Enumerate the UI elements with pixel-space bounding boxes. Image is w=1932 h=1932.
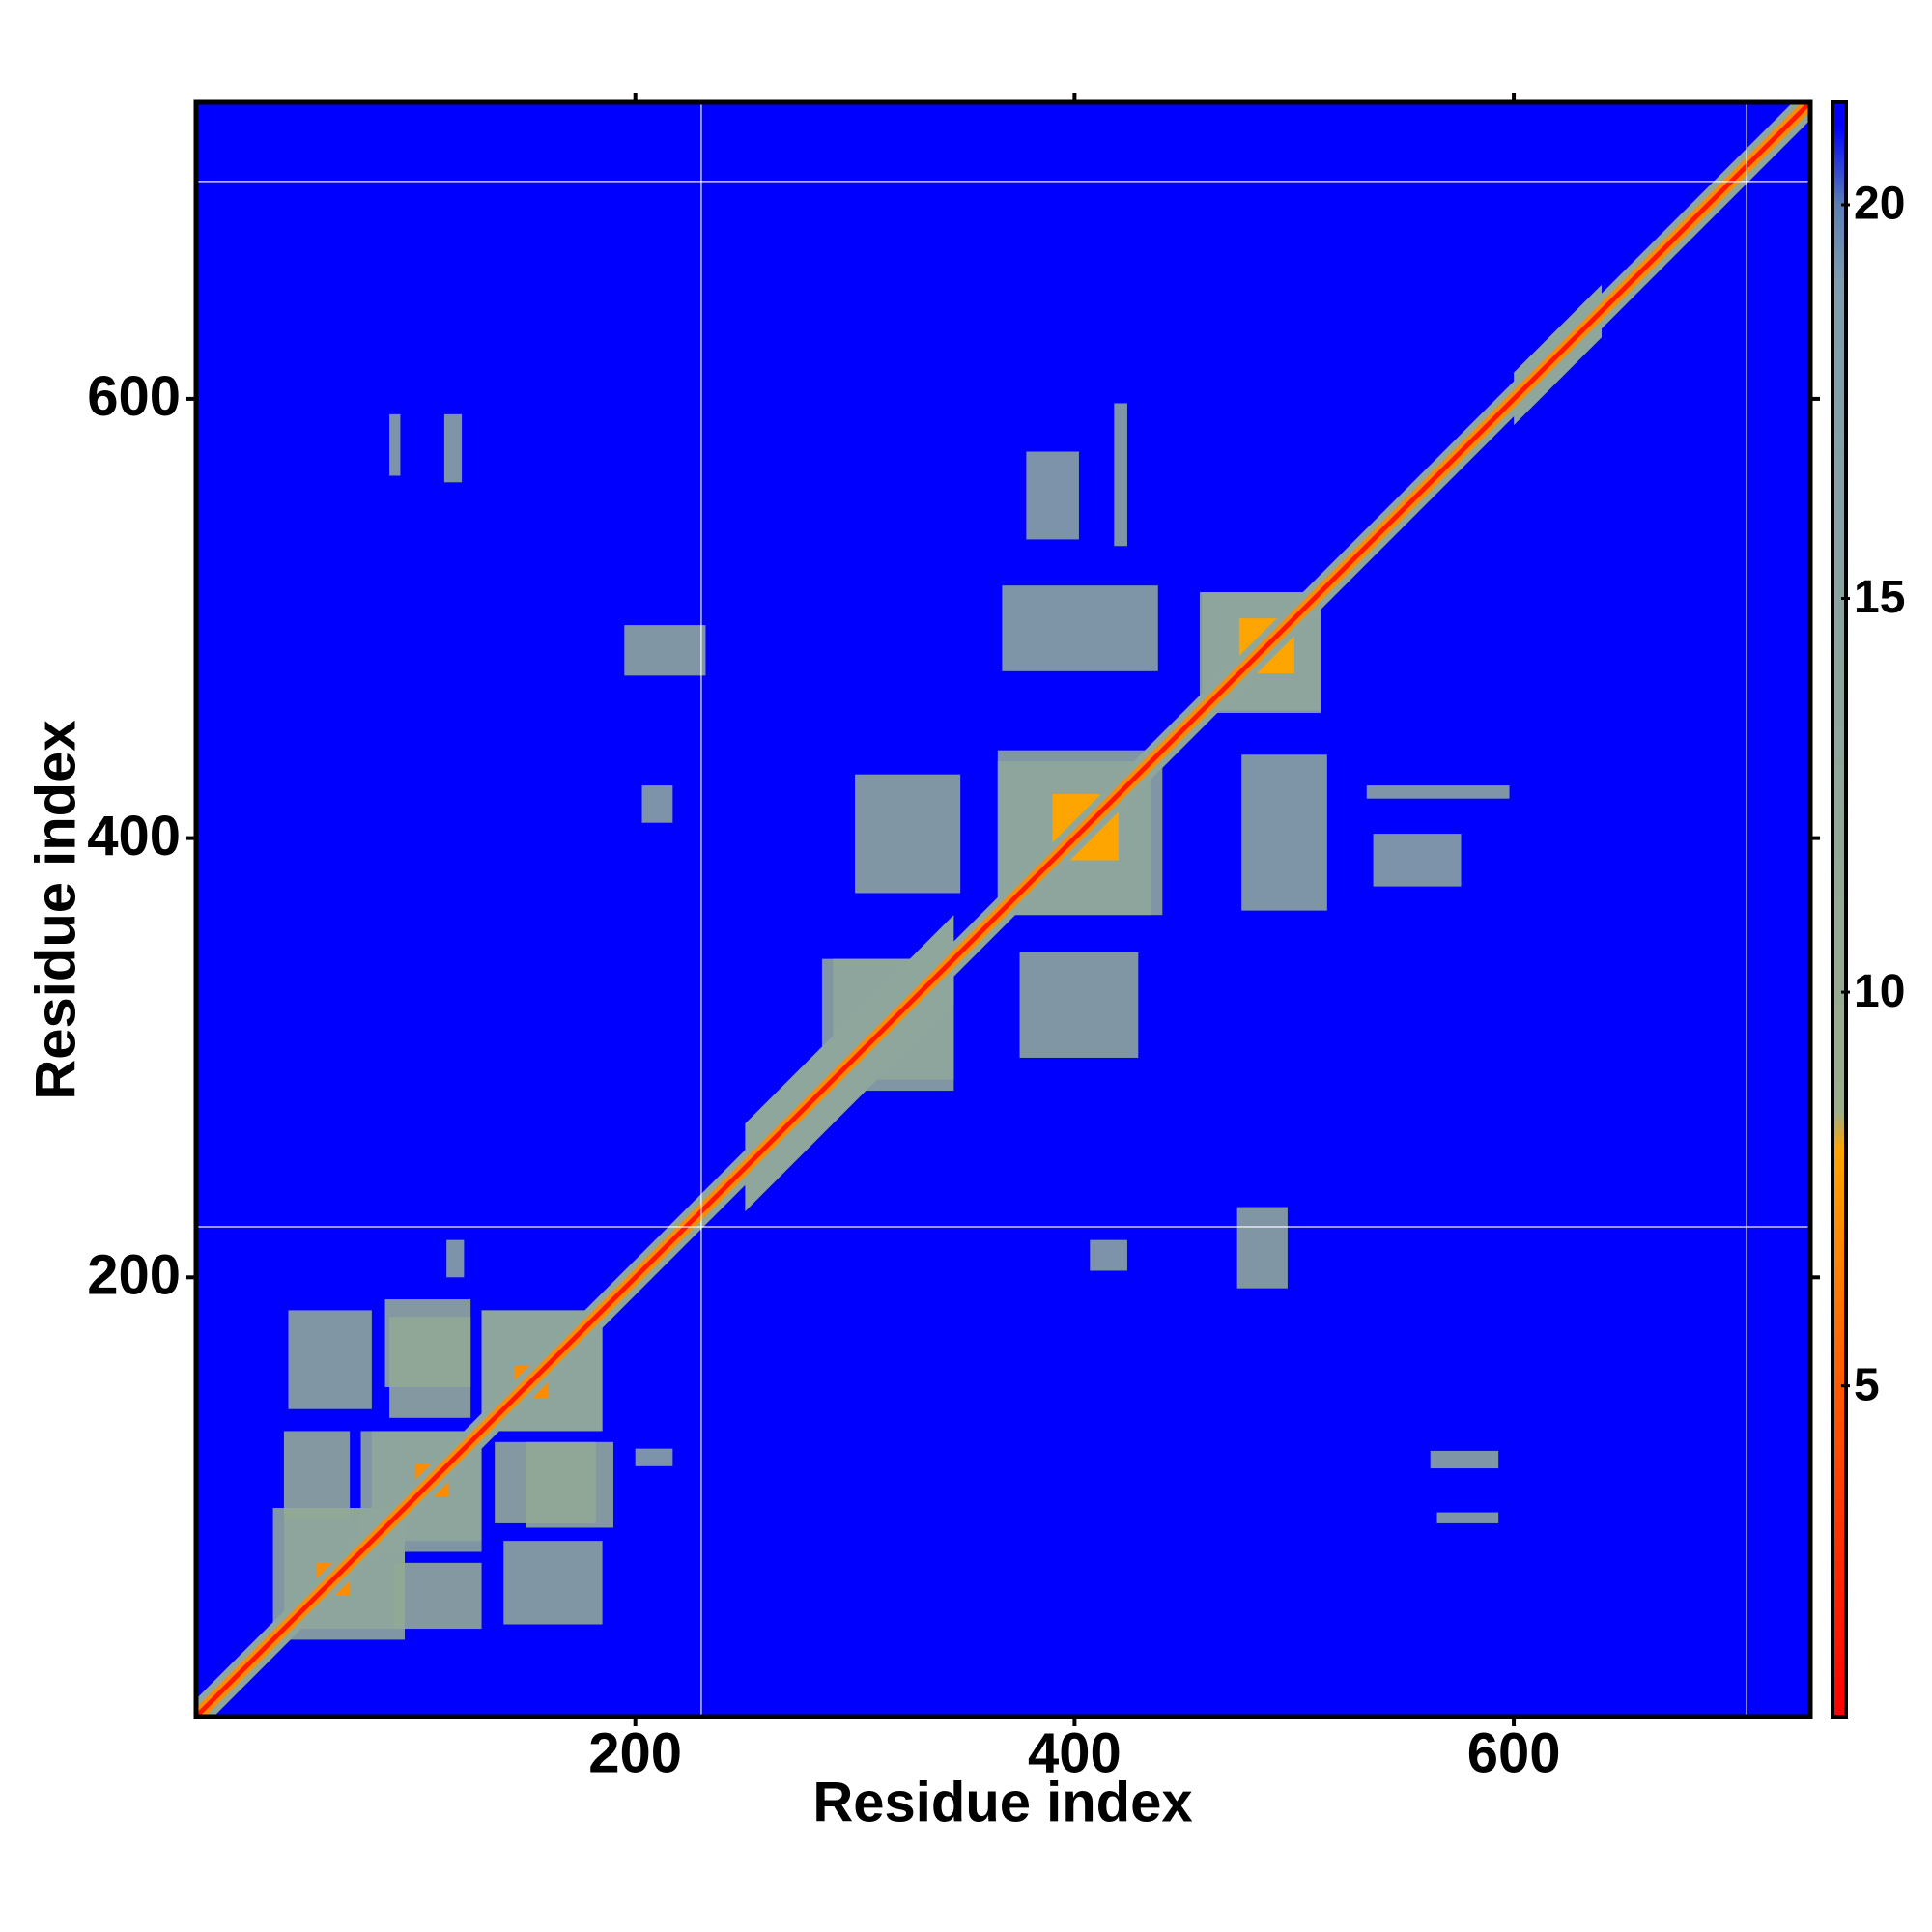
contact-patch-mirror — [624, 625, 706, 676]
contact-patch-mirror — [389, 1317, 471, 1418]
diagonal-band — [196, 102, 1810, 1717]
axes: 200 400 600 200 400 600 5 10 15 20 — [87, 93, 1905, 1784]
contact-patch — [1436, 1512, 1499, 1523]
contact-patch-mirror — [1114, 403, 1127, 547]
colorbar-tick-label: 10 — [1854, 966, 1905, 1017]
plot-frame — [193, 99, 1813, 1719]
contact-patch — [1090, 1239, 1127, 1271]
contact-patch — [1430, 1450, 1499, 1469]
y-tick-label: 200 — [87, 1244, 181, 1307]
contact-patch-mirror — [443, 413, 463, 483]
contact-patch — [393, 1562, 482, 1630]
contact-patch-mirror — [283, 1431, 351, 1520]
contact-patch — [1002, 585, 1158, 671]
contact-patch-mirror — [389, 413, 401, 476]
x-axis-title: Residue index — [812, 1771, 1192, 1833]
colorbar-tick-label: 20 — [1854, 179, 1905, 230]
contact-patch — [1373, 834, 1462, 887]
contact-patch-mirror — [641, 785, 673, 823]
y-tick-label: 600 — [87, 365, 181, 428]
contact-patch-mirror — [635, 1448, 673, 1466]
colorbar-tick-label: 15 — [1854, 572, 1905, 623]
contact-patch — [1366, 785, 1510, 799]
x-tick-label: 200 — [588, 1721, 682, 1784]
contact-patch — [495, 1441, 596, 1523]
contact-patch — [446, 1239, 465, 1278]
contact-patch — [288, 1310, 372, 1409]
colorbar-tick-label: 5 — [1854, 1359, 1880, 1410]
plot-area — [196, 102, 1810, 1717]
x-tick-label: 600 — [1467, 1721, 1561, 1784]
contact-patch — [855, 774, 961, 894]
contact-patch-mirror — [1019, 952, 1139, 1058]
x-tick-label: 400 — [1028, 1721, 1122, 1784]
colorbar — [1831, 100, 1848, 1719]
contact-patch — [1236, 1207, 1288, 1289]
y-tick-label: 400 — [87, 805, 181, 867]
contact-patch-mirror — [1026, 451, 1079, 540]
y-axis-title: Residue index — [24, 720, 87, 1099]
contact-patch-mirror — [1241, 754, 1327, 911]
contact-patch-mirror — [503, 1541, 603, 1625]
